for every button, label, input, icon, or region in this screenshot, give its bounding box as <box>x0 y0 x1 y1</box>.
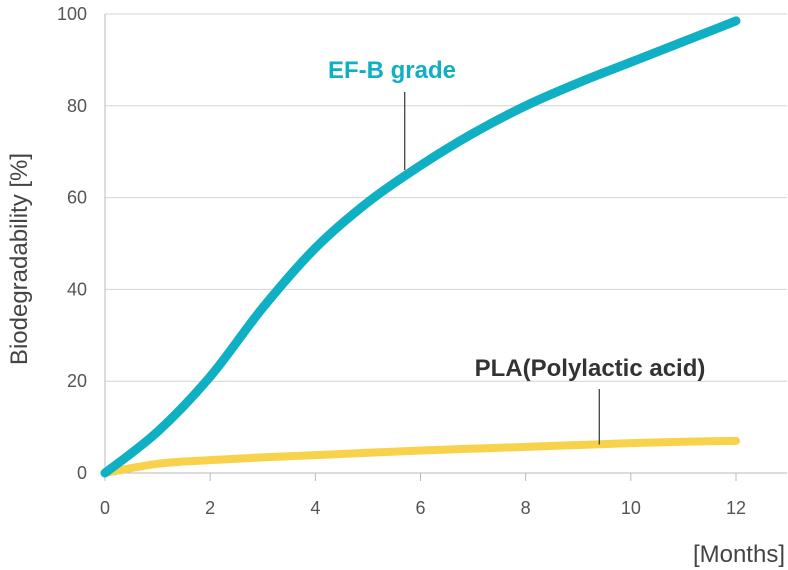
pla-label: PLA(Polylactic acid) <box>475 355 706 382</box>
y-tick-label: 40 <box>67 279 87 299</box>
pla-line <box>101 436 740 477</box>
x-tick-label: 0 <box>100 498 110 518</box>
y-tick-label: 0 <box>77 463 87 483</box>
x-tick-label: 8 <box>521 498 531 518</box>
x-tick-label: 2 <box>205 498 215 518</box>
y-tick-label: 20 <box>67 371 87 391</box>
efb-grade-line <box>100 16 741 478</box>
x-tick-label: 4 <box>310 498 320 518</box>
x-axis-title: [Months] <box>693 541 785 568</box>
series-lines <box>100 16 741 478</box>
y-tick-label: 100 <box>57 4 87 24</box>
y-tick-label: 80 <box>67 96 87 116</box>
tick-labels: 0 20 40 60 80 100 0 2 4 6 8 10 12 <box>57 4 746 518</box>
gridlines <box>105 13 787 382</box>
efb-grade-label: EF-B grade <box>328 57 456 84</box>
y-tick-label: 60 <box>67 188 87 208</box>
x-tick-label: 6 <box>415 498 425 518</box>
y-axis-title: Biodegradability [%] <box>6 153 33 365</box>
x-tick-label: 12 <box>726 498 746 518</box>
x-tick-label: 10 <box>621 498 641 518</box>
axes <box>104 14 787 481</box>
series-annotations: EF-B grade PLA(Polylactic acid) <box>328 57 705 445</box>
